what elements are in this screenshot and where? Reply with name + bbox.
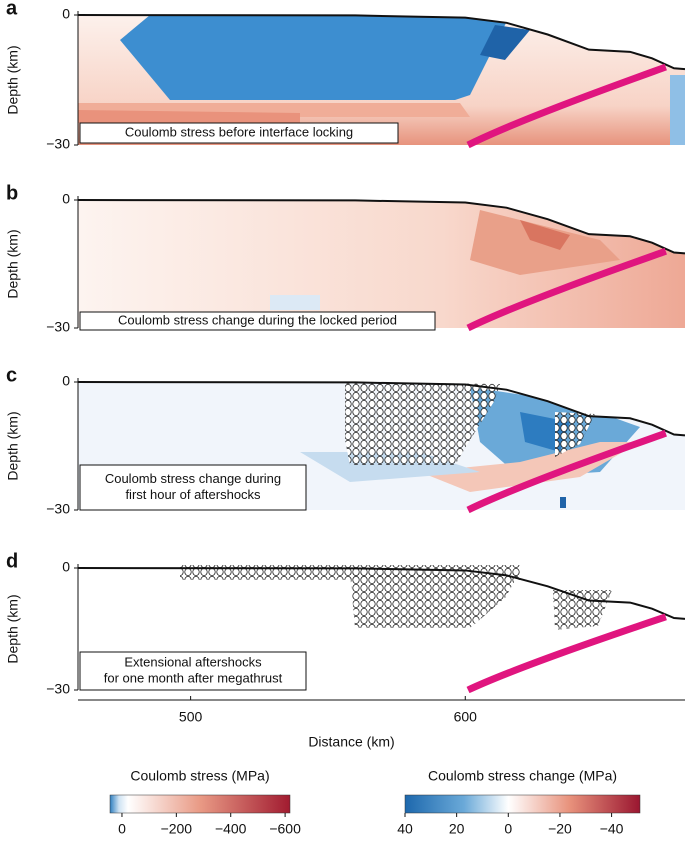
y-tick-label: 0 [62, 559, 70, 575]
colorbar [109, 794, 291, 814]
y-tick-label: −30 [46, 319, 70, 335]
colorbar-tick-label: −20 [548, 821, 572, 837]
surface-line [77, 199, 685, 255]
panel: 0 −30 d Depth (km) Extensional aftershocksfo… [5, 550, 685, 697]
aftershock-cluster [350, 572, 520, 628]
panel: 0 −30 b Depth (km) Coulomb stress change dur… [5, 182, 685, 335]
aftershock-cluster [345, 382, 500, 465]
y-axis-label: Depth (km) [5, 594, 21, 663]
colorbar-tick-label: −40 [600, 821, 624, 837]
y-tick-label: −30 [46, 136, 70, 152]
field-patch [78, 110, 300, 123]
slab-interface [466, 63, 667, 149]
colorbar-tick-label: 40 [397, 821, 413, 837]
y-axis-label: Depth (km) [5, 45, 21, 114]
y-tick-label: −30 [46, 501, 70, 517]
stress-field [78, 15, 685, 145]
y-tick-label: −30 [46, 681, 70, 697]
surface-line [77, 14, 685, 71]
slab-interface [466, 613, 667, 694]
panel-label: d [6, 550, 18, 572]
field-patch [120, 15, 510, 100]
aftershock-cluster [555, 412, 595, 457]
y-axis-label: Depth (km) [5, 229, 21, 298]
caption: Coulomb stress change during the locked … [118, 312, 397, 327]
caption-box [79, 311, 436, 331]
panel-label: b [6, 182, 18, 204]
field-patch [520, 220, 570, 250]
caption: Coulomb stress before interface locking [125, 124, 353, 139]
field-patch [420, 442, 640, 492]
caption: Extensional aftershocks [124, 654, 262, 669]
caption-box [79, 122, 399, 144]
panel: 0 −30 a Depth (km) Coulomb stress before int… [5, 0, 685, 152]
slab-interface [466, 429, 667, 514]
y-axis-label: Depth (km) [5, 411, 21, 480]
stress-field [78, 200, 685, 328]
colorbar-tick-label: −200 [161, 821, 193, 837]
y-tick-label: 0 [62, 373, 70, 389]
colorbar-tick-label: 0 [504, 821, 512, 837]
x-tick-label: 500 [179, 709, 203, 725]
panel: 0 −30 c Depth (km) Coulomb stress change dur… [5, 364, 685, 517]
field-patch [78, 200, 685, 328]
caption: for one month after megathrust [104, 670, 283, 685]
x-axis-label: Distance (km) [308, 734, 394, 750]
colorbar-tick-label: −600 [269, 821, 301, 837]
aftershock-cluster [553, 590, 612, 630]
caption: Coulomb stress change during [105, 471, 281, 486]
surface-line [77, 567, 685, 620]
x-tick-label: 600 [454, 709, 478, 725]
colorbar-title: Coulomb stress change (MPa) [428, 768, 617, 784]
field-patch [270, 295, 320, 310]
field-patch [480, 25, 530, 60]
caption-box [79, 651, 307, 691]
colorbar-title: Coulomb stress (MPa) [130, 768, 269, 784]
field-patch [560, 497, 566, 508]
colorbar-tick-label: −400 [215, 821, 247, 837]
panel-label: c [6, 364, 17, 386]
field-patch [670, 75, 685, 145]
caption-box [79, 464, 307, 511]
colorbar [404, 794, 641, 814]
y-tick-label: 0 [62, 6, 70, 22]
y-tick-label: 0 [62, 191, 70, 207]
panel-label: a [6, 0, 18, 19]
colorbar-tick-label: 0 [118, 821, 126, 837]
slab-interface [466, 247, 667, 332]
surface-line [77, 381, 685, 437]
colorbar-tick-label: 20 [449, 821, 465, 837]
caption: first hour of aftershocks [125, 487, 261, 502]
